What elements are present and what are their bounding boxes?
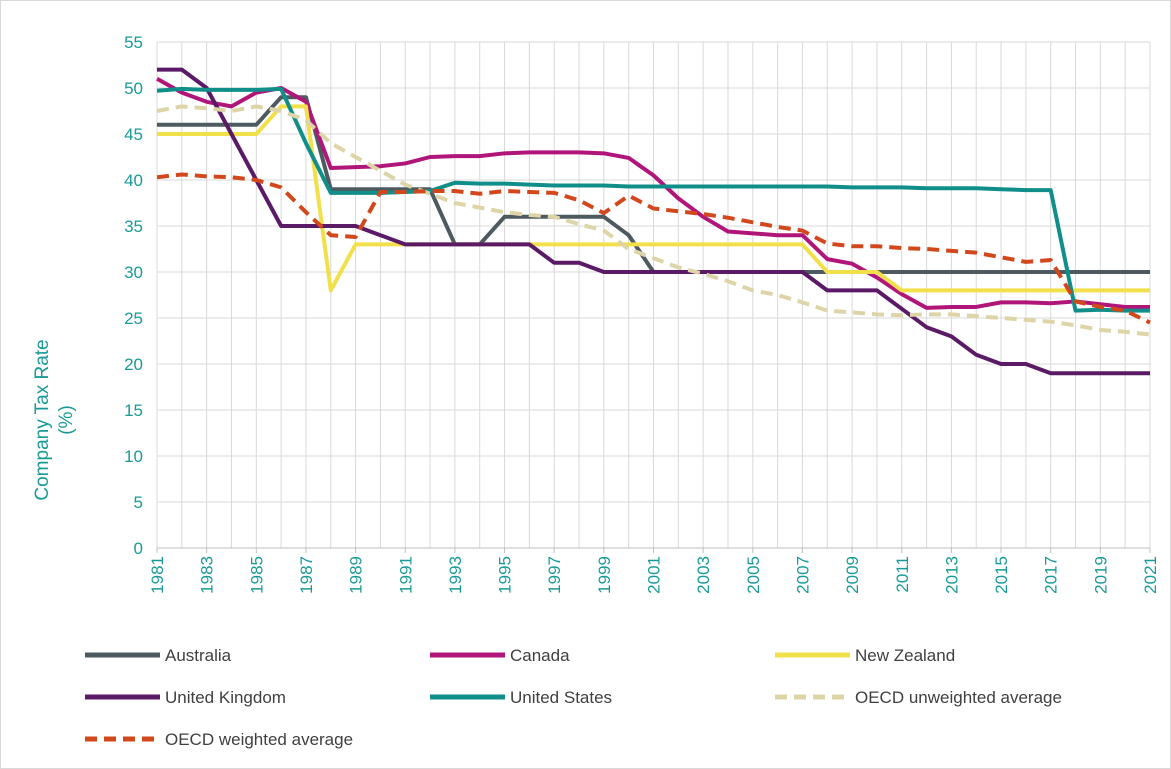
x-tick-label: 2019: [1091, 556, 1110, 594]
x-tick-label: 2003: [694, 556, 713, 594]
x-tick-label: 1997: [545, 556, 564, 594]
x-tick-label: 1983: [198, 556, 217, 594]
y-tick-label: 5: [134, 493, 143, 512]
x-tick-label: 2013: [942, 556, 961, 594]
legend-label: Canada: [510, 646, 570, 665]
y-tick-label: 55: [124, 33, 143, 52]
x-tick-label: 1985: [247, 556, 266, 594]
x-tick-label: 2005: [744, 556, 763, 594]
x-tick-label: 2009: [843, 556, 862, 594]
legend-label: OECD weighted average: [165, 730, 353, 749]
x-tick-label: 2001: [645, 556, 664, 594]
y-tick-label: 30: [124, 263, 143, 282]
legend-label: New Zealand: [855, 646, 955, 665]
x-tick-label: 1991: [396, 556, 415, 594]
x-tick-label: 1999: [595, 556, 614, 594]
y-tick-label: 45: [124, 125, 143, 144]
series-line: [157, 104, 1150, 293]
y-tick-label: 35: [124, 217, 143, 236]
y-axis-title-line: (%): [56, 405, 77, 435]
x-tick-label: 1987: [297, 556, 316, 594]
y-tick-label: 20: [124, 355, 143, 374]
legend-label: Australia: [165, 646, 232, 665]
x-tick-label: 2011: [893, 556, 912, 593]
legend-label: OECD unweighted average: [855, 688, 1062, 707]
x-tick-label: 2007: [793, 556, 812, 594]
legend-label: United Kingdom: [165, 688, 286, 707]
x-tick-label: 1989: [347, 556, 366, 594]
y-tick-label: 50: [124, 79, 143, 98]
x-tick-label: 1995: [496, 556, 515, 594]
x-tick-label: 1981: [148, 556, 167, 594]
x-tick-label: 2015: [992, 556, 1011, 594]
x-tick-label: 2017: [1042, 556, 1061, 594]
series-line: [156, 86, 1150, 313]
y-tick-label: 10: [124, 447, 143, 466]
y-tick-label: 0: [134, 539, 143, 558]
legend-label: United States: [510, 688, 612, 707]
x-tick-label: 2021: [1141, 556, 1160, 594]
series-line: [156, 77, 1150, 310]
y-tick-label: 40: [124, 171, 143, 190]
series-line: [156, 172, 1151, 325]
x-tick-label: 1993: [446, 556, 465, 594]
y-tick-label: 25: [124, 309, 143, 328]
series-line: [156, 104, 1151, 337]
y-axis-title: Company Tax Rate (%): [32, 339, 77, 500]
y-axis-title-line: Company Tax Rate: [32, 339, 53, 500]
y-tick-label: 15: [124, 401, 143, 420]
